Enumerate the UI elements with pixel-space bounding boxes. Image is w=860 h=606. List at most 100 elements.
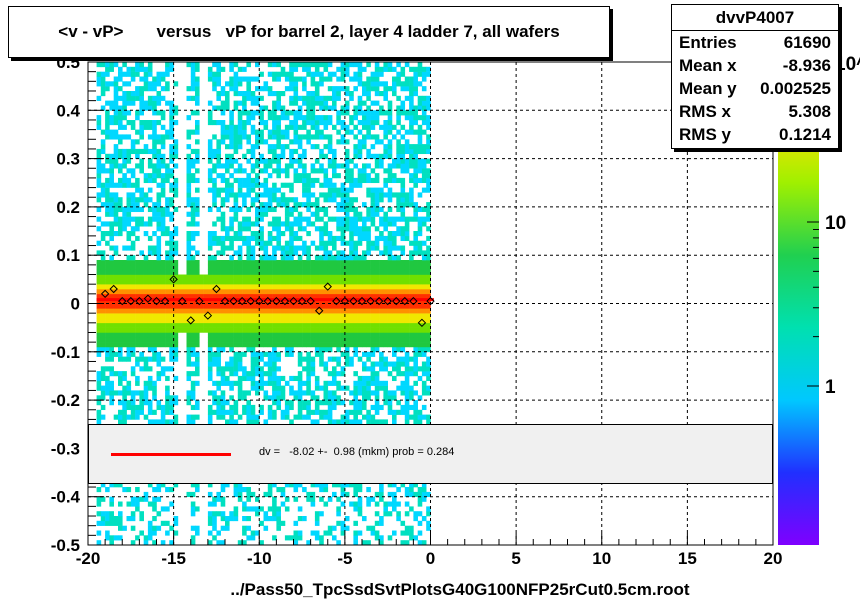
heatmap-cell	[160, 356, 166, 362]
heatmap-cell	[357, 153, 363, 159]
heatmap-cell	[293, 173, 299, 179]
heatmap-cell	[195, 361, 200, 367]
heatmap-cell	[216, 76, 221, 82]
heatmap-cell	[319, 206, 324, 213]
heatmap-cell	[409, 313, 414, 319]
heatmap-cell	[404, 148, 410, 155]
heatmap-cell	[177, 313, 183, 319]
heatmap-cell	[126, 235, 132, 242]
heatmap-cell	[276, 240, 281, 246]
heatmap-cell	[233, 62, 239, 68]
heatmap-cell	[336, 274, 341, 280]
heatmap-cell	[370, 279, 376, 285]
heatmap-cell	[100, 81, 106, 87]
heatmap-cell	[216, 120, 221, 126]
heatmap-cell	[220, 100, 226, 106]
heatmap-cell	[417, 540, 423, 545]
heatmap-cell	[113, 289, 119, 295]
heatmap-cell	[362, 274, 367, 280]
heatmap-cell	[156, 226, 162, 232]
heatmap-cell	[169, 250, 174, 256]
heatmap-cell	[314, 298, 320, 304]
heatmap-cell	[105, 66, 110, 72]
heatmap-cell	[122, 177, 127, 184]
heatmap-cell	[276, 105, 281, 111]
heatmap-cell	[242, 303, 247, 309]
heatmap-cell	[225, 129, 230, 135]
heatmap-cell	[267, 110, 273, 116]
heatmap-cell	[353, 327, 358, 333]
heatmap-cell	[237, 235, 243, 242]
heatmap-cell	[293, 308, 299, 314]
heatmap-cell	[105, 269, 110, 275]
heatmap-cell	[413, 231, 418, 237]
heatmap-cell	[426, 313, 431, 319]
heatmap-cell	[362, 414, 367, 420]
heatmap-cell	[169, 153, 174, 159]
heatmap-cell	[383, 322, 388, 328]
heatmap-cell	[409, 255, 414, 261]
heatmap-cell	[319, 351, 324, 357]
heatmap-cell	[310, 211, 316, 217]
heatmap-cell	[190, 284, 196, 290]
heatmap-cell	[404, 76, 410, 82]
heatmap-cell	[314, 409, 320, 415]
heatmap-cell	[374, 206, 380, 213]
heatmap-cell	[314, 202, 320, 208]
heatmap-cell	[421, 303, 427, 309]
heatmap-cell	[409, 240, 414, 246]
heatmap-cell	[289, 120, 294, 126]
heatmap-cell	[327, 414, 333, 420]
heatmap-cell	[207, 187, 213, 193]
heatmap-cell	[409, 250, 414, 256]
heatmap-cell	[259, 231, 264, 237]
heatmap-cell	[276, 318, 281, 324]
heatmap-cell	[314, 332, 320, 338]
heatmap-cell	[404, 327, 410, 333]
heatmap-cell	[139, 129, 144, 135]
heatmap-cell	[233, 506, 239, 512]
heatmap-cell	[400, 356, 406, 362]
heatmap-cell	[130, 202, 136, 208]
heatmap-cell	[332, 264, 337, 271]
heatmap-cell	[297, 235, 303, 242]
heatmap-cell	[383, 303, 388, 309]
heatmap-cell	[392, 274, 397, 280]
heatmap-cell	[387, 235, 393, 242]
heatmap-cell	[426, 105, 431, 111]
heatmap-cell	[327, 86, 333, 92]
heatmap-cell	[297, 279, 303, 285]
heatmap-cell	[109, 313, 114, 319]
heatmap-cell	[374, 303, 380, 309]
heatmap-cell	[340, 264, 346, 271]
heatmap-cell	[165, 81, 170, 87]
heatmap-cell	[147, 163, 153, 169]
heatmap-cell	[122, 100, 127, 106]
heatmap-cell	[152, 337, 157, 343]
heatmap-cell	[225, 100, 230, 106]
heatmap-cell	[220, 187, 226, 193]
heatmap-cell	[267, 289, 273, 295]
heatmap-cell	[396, 400, 401, 406]
heatmap-cell	[404, 400, 410, 406]
heatmap-cell	[421, 322, 427, 328]
heatmap-cell	[392, 76, 397, 82]
heatmap-cell	[314, 395, 320, 401]
heatmap-cell	[130, 168, 136, 174]
heatmap-cell	[404, 95, 410, 101]
heatmap-cell	[400, 134, 406, 140]
heatmap-cell	[413, 279, 418, 285]
heatmap-cell	[370, 221, 376, 227]
heatmap-cell	[143, 496, 149, 502]
heatmap-cell	[130, 308, 136, 314]
heatmap-cell	[130, 240, 136, 246]
heatmap-cell	[387, 100, 393, 106]
heatmap-cell	[417, 274, 423, 280]
heatmap-cell	[143, 100, 149, 106]
heatmap-cell	[100, 289, 106, 295]
heatmap-cell	[118, 202, 123, 208]
heatmap-cell	[272, 366, 277, 372]
heatmap-cell	[169, 264, 174, 271]
heatmap-cell	[207, 120, 213, 126]
heatmap-cell	[272, 158, 277, 164]
